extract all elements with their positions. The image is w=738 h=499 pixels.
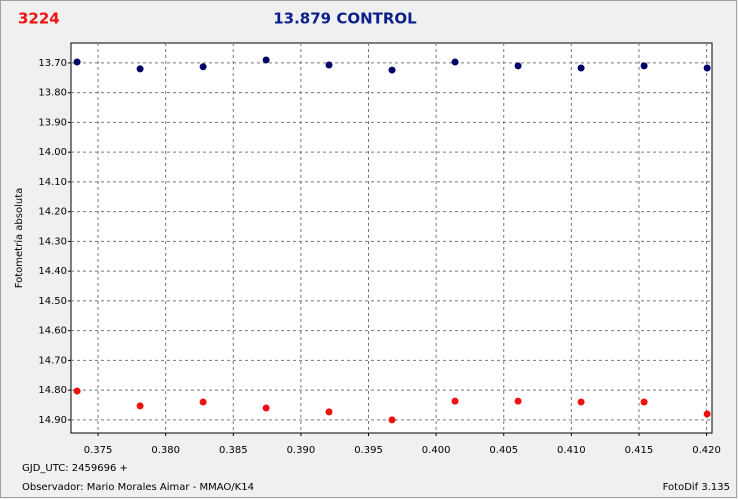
point — [262, 404, 270, 412]
point — [388, 416, 396, 424]
point — [199, 398, 207, 406]
x-tick-label: 0.395 — [354, 445, 383, 456]
x-tick-label: 0.390 — [287, 445, 316, 456]
point — [73, 387, 81, 395]
y-tick-label: 14.10 — [38, 177, 67, 188]
y-tick-label: 14.60 — [38, 326, 67, 337]
point — [262, 56, 270, 64]
point — [703, 410, 711, 418]
y-tick-label: 14.30 — [38, 236, 67, 247]
point — [514, 62, 522, 70]
point — [73, 58, 81, 66]
y-tick-label: 13.70 — [38, 58, 67, 69]
point — [451, 397, 459, 405]
point — [388, 66, 396, 74]
point — [136, 65, 144, 73]
point — [451, 58, 459, 66]
x-tick-label: 0.385 — [219, 445, 248, 456]
point — [136, 402, 144, 410]
y-tick-label: 14.50 — [38, 296, 67, 307]
point — [703, 64, 711, 72]
y-tick-label: 13.80 — [38, 88, 67, 99]
footer-version: FotoDif 3.135 — [663, 482, 730, 493]
point — [640, 62, 648, 70]
point — [640, 398, 648, 406]
x-tick-label: 0.410 — [557, 445, 586, 456]
y-tick-label: 14.90 — [38, 415, 67, 426]
x-tick-label: 0.400 — [422, 445, 451, 456]
x-tick-label: 0.415 — [625, 445, 654, 456]
x-tick-label: 0.405 — [489, 445, 518, 456]
x-tick-label: 0.420 — [692, 445, 721, 456]
y-axis-label: Fotometría absoluta — [13, 188, 25, 289]
footer-observer: Observador: Mario Morales Aimar - MMAO/K… — [22, 482, 254, 493]
x-tick-label: 0.375 — [84, 445, 113, 456]
plot-area — [70, 42, 713, 434]
x-tick-label: 0.380 — [151, 445, 180, 456]
y-tick-label: 14.40 — [38, 266, 67, 277]
point — [325, 408, 333, 416]
point — [514, 397, 522, 405]
y-tick-label: 14.20 — [38, 207, 67, 218]
y-tick-label: 14.00 — [38, 147, 67, 158]
chart-title: 13.879 CONTROL — [273, 10, 417, 28]
point — [199, 63, 207, 71]
y-tick-label: 14.80 — [38, 385, 67, 396]
tag: 3224 — [18, 10, 60, 28]
point — [577, 64, 585, 72]
point — [325, 61, 333, 69]
point — [577, 398, 585, 406]
y-tick-label: 14.70 — [38, 355, 67, 366]
footer-info: GJD_UTC: 2459696 + — [22, 463, 128, 474]
y-tick-label: 13.90 — [38, 117, 67, 128]
